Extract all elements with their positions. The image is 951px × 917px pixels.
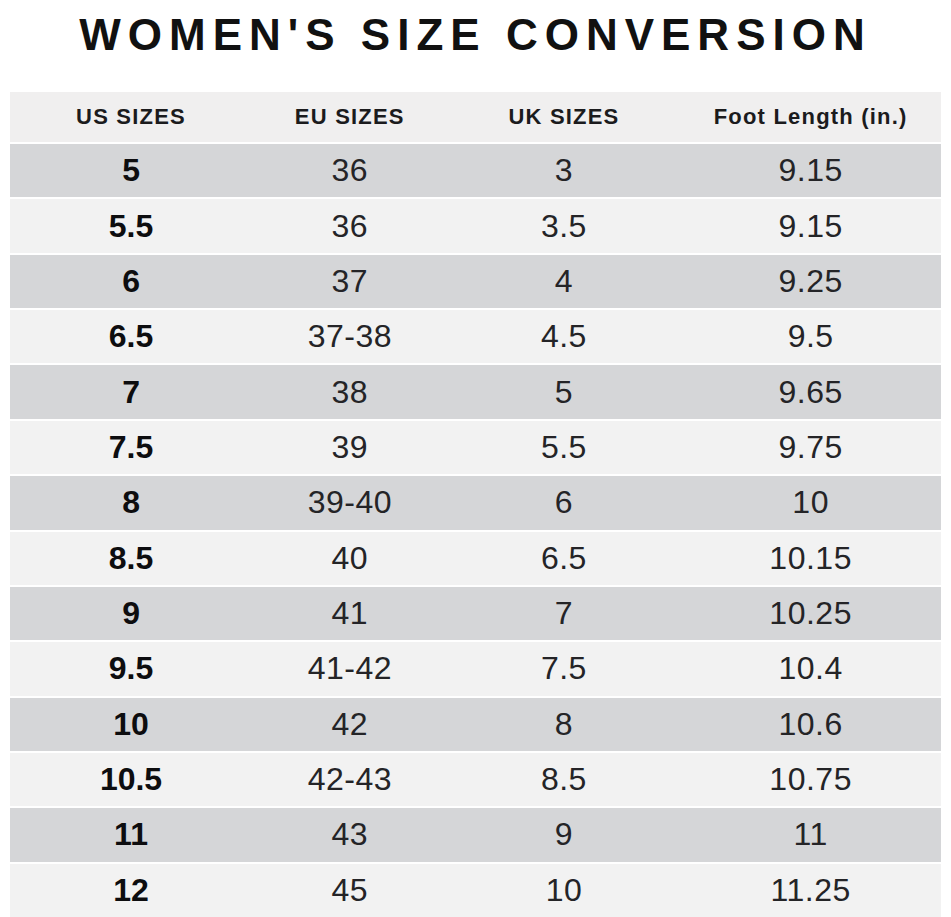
uk-size-cell: 4 bbox=[448, 263, 681, 300]
table-row: 11 43 9 11 bbox=[10, 806, 941, 861]
foot-length-cell: 10.6 bbox=[680, 706, 941, 743]
us-size-cell: 5.5 bbox=[10, 208, 252, 245]
eu-size-cell: 37 bbox=[252, 263, 448, 300]
column-header-foot-length: Foot Length (in.) bbox=[680, 104, 941, 130]
eu-size-cell: 42 bbox=[252, 706, 448, 743]
us-size-cell: 5 bbox=[10, 152, 252, 189]
column-header-uk-sizes: UK SIZES bbox=[448, 104, 681, 130]
foot-length-cell: 10 bbox=[680, 484, 941, 521]
foot-length-cell: 9.15 bbox=[680, 152, 941, 189]
foot-length-cell: 9.65 bbox=[680, 374, 941, 411]
uk-size-cell: 5 bbox=[448, 374, 681, 411]
foot-length-cell: 10.4 bbox=[680, 650, 941, 687]
uk-size-cell: 7.5 bbox=[448, 650, 681, 687]
uk-size-cell: 8.5 bbox=[448, 761, 681, 798]
table-row: 5 36 3 9.15 bbox=[10, 142, 941, 197]
table-row: 5.5 36 3.5 9.15 bbox=[10, 197, 941, 252]
eu-size-cell: 42-43 bbox=[252, 761, 448, 798]
table-body: 5 36 3 9.15 5.5 36 3.5 9.15 6 37 4 9.25 … bbox=[10, 142, 941, 917]
table-row: 8 39-40 6 10 bbox=[10, 474, 941, 529]
uk-size-cell: 8 bbox=[448, 706, 681, 743]
eu-size-cell: 45 bbox=[252, 872, 448, 909]
foot-length-cell: 11 bbox=[680, 816, 941, 853]
uk-size-cell: 10 bbox=[448, 872, 681, 909]
eu-size-cell: 41 bbox=[252, 595, 448, 632]
us-size-cell: 8.5 bbox=[10, 540, 252, 577]
eu-size-cell: 40 bbox=[252, 540, 448, 577]
eu-size-cell: 43 bbox=[252, 816, 448, 853]
us-size-cell: 6.5 bbox=[10, 318, 252, 355]
table-row: 8.5 40 6.5 10.15 bbox=[10, 530, 941, 585]
foot-length-cell: 10.75 bbox=[680, 761, 941, 798]
eu-size-cell: 39-40 bbox=[252, 484, 448, 521]
uk-size-cell: 5.5 bbox=[448, 429, 681, 466]
foot-length-cell: 9.15 bbox=[680, 208, 941, 245]
us-size-cell: 8 bbox=[10, 484, 252, 521]
us-size-cell: 10 bbox=[10, 706, 252, 743]
uk-size-cell: 6.5 bbox=[448, 540, 681, 577]
us-size-cell: 10.5 bbox=[10, 761, 252, 798]
table-row: 10.5 42-43 8.5 10.75 bbox=[10, 751, 941, 806]
table-header-row: US SIZES EU SIZES UK SIZES Foot Length (… bbox=[10, 92, 941, 142]
uk-size-cell: 9 bbox=[448, 816, 681, 853]
column-header-us-sizes: US SIZES bbox=[10, 104, 252, 130]
foot-length-cell: 10.25 bbox=[680, 595, 941, 632]
us-size-cell: 12 bbox=[10, 872, 252, 909]
foot-length-cell: 10.15 bbox=[680, 540, 941, 577]
foot-length-cell: 9.75 bbox=[680, 429, 941, 466]
table-row: 6.5 37-38 4.5 9.5 bbox=[10, 308, 941, 363]
uk-size-cell: 3.5 bbox=[448, 208, 681, 245]
uk-size-cell: 4.5 bbox=[448, 318, 681, 355]
eu-size-cell: 36 bbox=[252, 208, 448, 245]
us-size-cell: 6 bbox=[10, 263, 252, 300]
us-size-cell: 7.5 bbox=[10, 429, 252, 466]
eu-size-cell: 37-38 bbox=[252, 318, 448, 355]
table-row: 9 41 7 10.25 bbox=[10, 585, 941, 640]
table-row: 7 38 5 9.65 bbox=[10, 363, 941, 418]
us-size-cell: 9 bbox=[10, 595, 252, 632]
uk-size-cell: 7 bbox=[448, 595, 681, 632]
size-conversion-table: US SIZES EU SIZES UK SIZES Foot Length (… bbox=[10, 92, 941, 917]
table-row: 9.5 41-42 7.5 10.4 bbox=[10, 640, 941, 695]
table-row: 7.5 39 5.5 9.75 bbox=[10, 419, 941, 474]
uk-size-cell: 6 bbox=[448, 484, 681, 521]
eu-size-cell: 39 bbox=[252, 429, 448, 466]
us-size-cell: 9.5 bbox=[10, 650, 252, 687]
eu-size-cell: 41-42 bbox=[252, 650, 448, 687]
table-row: 10 42 8 10.6 bbox=[10, 696, 941, 751]
foot-length-cell: 9.5 bbox=[680, 318, 941, 355]
eu-size-cell: 38 bbox=[252, 374, 448, 411]
table-row: 12 45 10 11.25 bbox=[10, 862, 941, 917]
eu-size-cell: 36 bbox=[252, 152, 448, 189]
page-title: WOMEN'S SIZE CONVERSION bbox=[0, 13, 951, 57]
column-header-eu-sizes: EU SIZES bbox=[252, 104, 448, 130]
foot-length-cell: 9.25 bbox=[680, 263, 941, 300]
uk-size-cell: 3 bbox=[448, 152, 681, 189]
foot-length-cell: 11.25 bbox=[680, 872, 941, 909]
us-size-cell: 11 bbox=[10, 816, 252, 853]
us-size-cell: 7 bbox=[10, 374, 252, 411]
table-row: 6 37 4 9.25 bbox=[10, 253, 941, 308]
